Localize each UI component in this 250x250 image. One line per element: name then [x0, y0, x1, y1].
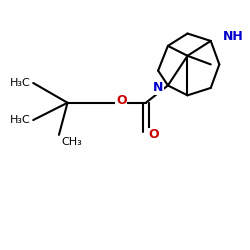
Text: O: O — [116, 94, 127, 107]
Text: NH: NH — [223, 30, 244, 43]
Text: H₃C: H₃C — [10, 115, 31, 125]
Text: CH₃: CH₃ — [62, 137, 82, 147]
Text: O: O — [148, 128, 159, 141]
Text: H₃C: H₃C — [10, 78, 31, 88]
Text: N: N — [153, 82, 163, 94]
